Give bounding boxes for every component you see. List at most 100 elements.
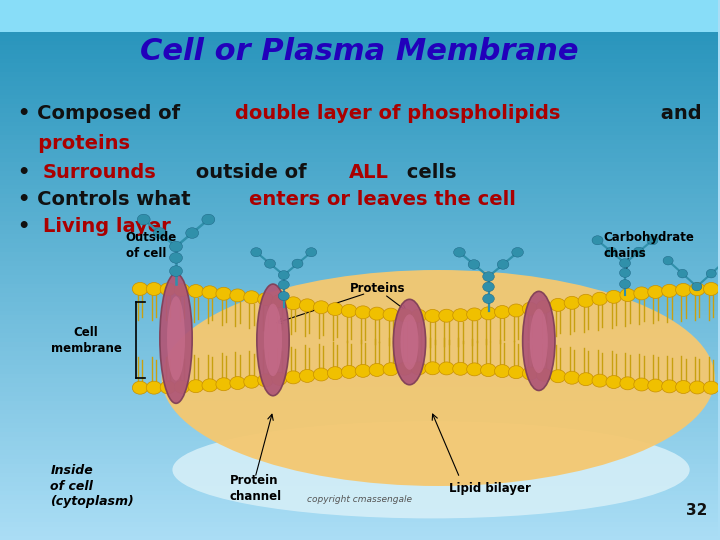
Text: 32: 32 (686, 503, 708, 518)
Ellipse shape (202, 286, 217, 299)
Bar (0, 0, 719, 4)
Ellipse shape (202, 214, 215, 225)
Bar (0, 252, 719, 256)
Bar (0, 171, 719, 176)
Bar (0, 266, 719, 270)
Ellipse shape (662, 284, 678, 297)
Ellipse shape (550, 299, 566, 312)
Bar (0, 0, 719, 32)
Ellipse shape (278, 280, 289, 289)
Ellipse shape (169, 241, 182, 252)
Bar (0, 517, 719, 522)
Ellipse shape (530, 309, 548, 373)
Bar (0, 40, 719, 45)
Bar (0, 526, 719, 531)
Ellipse shape (132, 381, 148, 394)
Ellipse shape (292, 259, 303, 268)
Text: Surrounds: Surrounds (42, 163, 156, 183)
Bar (0, 418, 719, 423)
Bar (0, 297, 719, 301)
Bar (0, 108, 719, 112)
Bar (0, 131, 719, 135)
Ellipse shape (278, 292, 289, 301)
Ellipse shape (468, 260, 480, 269)
Ellipse shape (383, 308, 399, 321)
Ellipse shape (425, 309, 441, 322)
Bar (0, 180, 719, 185)
Text: Carbohydrate
chains: Carbohydrate chains (603, 231, 694, 260)
Ellipse shape (383, 363, 399, 376)
Text: enters or leaves the cell: enters or leaves the cell (249, 190, 516, 210)
Text: outside of: outside of (189, 163, 313, 183)
Bar (0, 347, 719, 351)
Bar (0, 185, 719, 189)
Bar (0, 432, 719, 436)
Bar (0, 36, 719, 40)
Bar (0, 405, 719, 409)
Ellipse shape (482, 282, 495, 292)
Bar (0, 472, 719, 477)
Bar (0, 338, 719, 342)
Ellipse shape (619, 259, 631, 268)
Text: and: and (654, 104, 702, 123)
Bar (0, 23, 719, 27)
Ellipse shape (648, 379, 663, 392)
Bar (0, 14, 719, 18)
Bar (0, 85, 719, 90)
Ellipse shape (508, 304, 524, 317)
Ellipse shape (523, 302, 538, 315)
Ellipse shape (174, 380, 189, 393)
Bar (0, 423, 719, 428)
Text: Lipid bilayer: Lipid bilayer (449, 482, 531, 495)
Bar (0, 382, 719, 387)
Bar (0, 68, 719, 72)
Ellipse shape (453, 362, 468, 375)
Ellipse shape (271, 373, 287, 386)
Ellipse shape (258, 374, 273, 387)
Ellipse shape (186, 228, 199, 238)
Ellipse shape (328, 367, 343, 380)
Bar (0, 522, 719, 526)
Bar (0, 4, 719, 9)
Bar (0, 486, 719, 490)
Text: Proteins: Proteins (349, 282, 405, 295)
Bar (0, 301, 719, 306)
Text: ALL: ALL (349, 163, 389, 183)
Ellipse shape (690, 283, 705, 296)
Ellipse shape (188, 380, 204, 393)
Bar (0, 441, 719, 445)
Bar (0, 166, 719, 171)
Ellipse shape (400, 314, 418, 370)
Bar (0, 355, 719, 360)
Ellipse shape (244, 291, 259, 303)
Bar (0, 459, 719, 463)
Bar (0, 455, 719, 459)
Ellipse shape (411, 309, 426, 322)
Bar (0, 153, 719, 158)
Bar (0, 315, 719, 320)
Bar (0, 239, 719, 243)
Ellipse shape (678, 269, 688, 278)
Text: • Composed of: • Composed of (18, 104, 186, 123)
Text: •: • (18, 217, 37, 237)
Ellipse shape (230, 376, 246, 389)
Bar (0, 482, 719, 486)
Text: cells: cells (400, 163, 457, 183)
Ellipse shape (202, 379, 217, 392)
Bar (0, 31, 719, 36)
Ellipse shape (341, 305, 357, 318)
Text: •: • (18, 163, 37, 183)
Bar (0, 104, 719, 108)
Bar (0, 225, 719, 229)
Ellipse shape (257, 284, 289, 396)
Ellipse shape (300, 369, 315, 382)
Text: Protein
channel: Protein channel (230, 474, 282, 503)
Ellipse shape (606, 375, 621, 388)
Ellipse shape (648, 286, 663, 299)
Ellipse shape (306, 248, 317, 256)
Bar (0, 261, 719, 266)
Bar (0, 428, 719, 432)
Text: Outside
of cell: Outside of cell (126, 231, 177, 260)
Bar (0, 279, 719, 284)
Bar (0, 99, 719, 104)
